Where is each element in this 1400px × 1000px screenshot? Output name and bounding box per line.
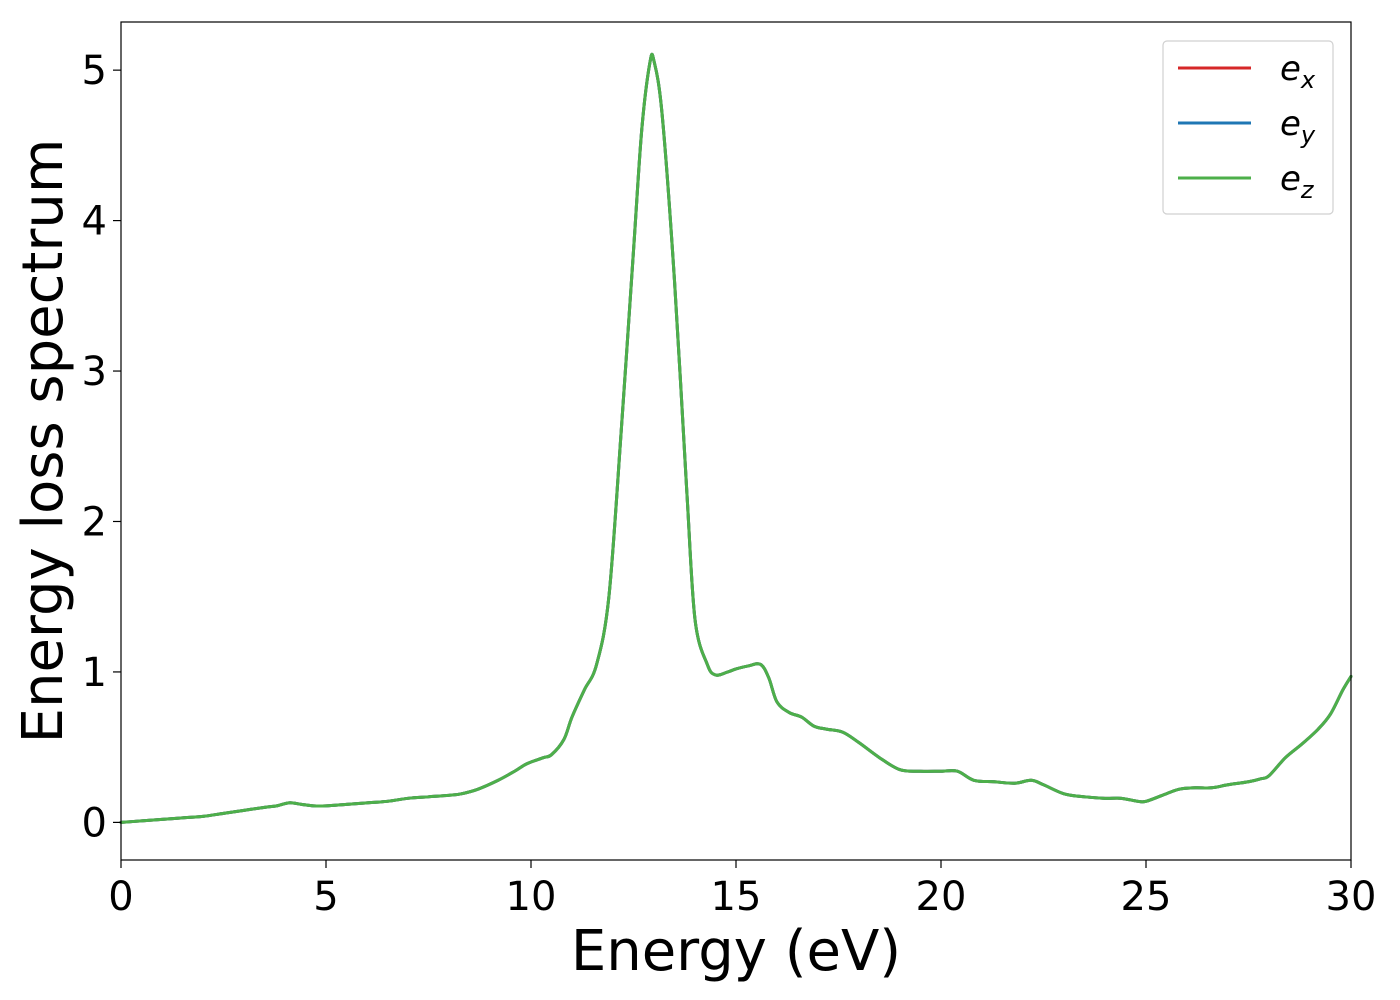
y-tick-label: 4 [82,199,107,245]
x-tick-label: 0 [108,874,133,920]
legend-label-z: ez [1280,159,1315,204]
legend-label-y: ey [1280,104,1316,149]
y-tick-label: 3 [82,349,107,395]
legend-box [1162,40,1334,215]
y-tick-label: 1 [82,650,107,696]
x-tick-label: 20 [916,874,967,920]
legend: ex ey ez [1162,40,1334,215]
legend-label-x: ex [1280,49,1316,94]
x-tick-label: 15 [711,874,762,920]
x-tick-label: 5 [313,874,338,920]
x-axis-label: Energy (eV) [571,919,901,984]
y-tick-label: 0 [82,800,107,846]
x-tick-label: 10 [506,874,557,920]
plot-area [119,21,1353,861]
x-tick-label: 30 [1326,874,1377,920]
y-axis-label: Energy loss spectrum [11,139,76,744]
x-axis-ticks: 0 5 10 15 20 25 30 [108,860,1376,920]
y-tick-label: 5 [82,48,107,94]
y-axis-ticks: 0 1 2 3 4 5 [82,48,121,846]
y-tick-label: 2 [82,499,107,545]
x-tick-label: 25 [1121,874,1172,920]
series-layer [119,52,1353,824]
series-line-z [119,52,1353,824]
